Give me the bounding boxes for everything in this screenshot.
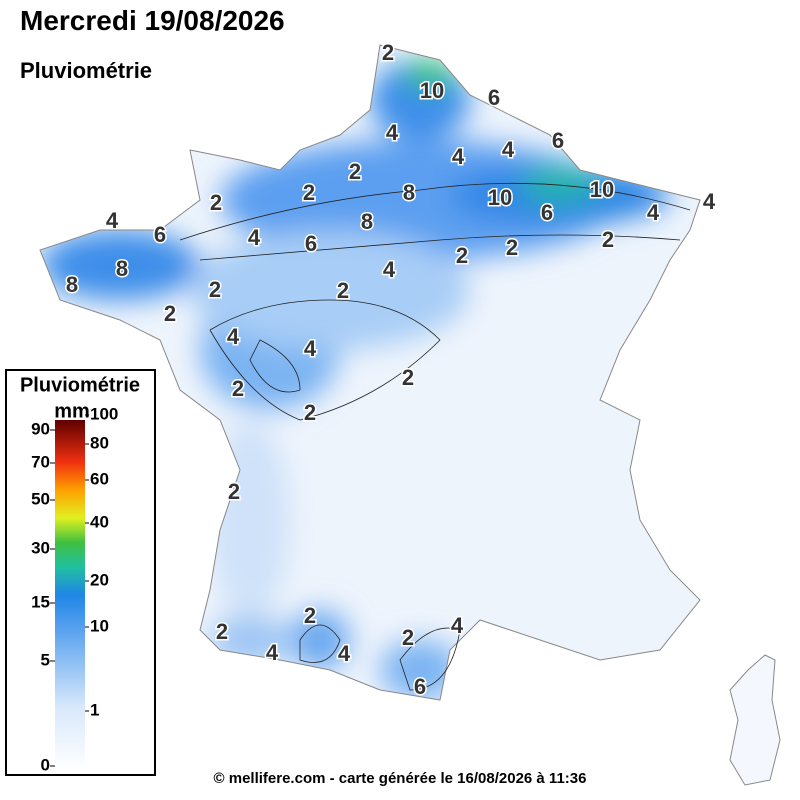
contour-label: 8 xyxy=(66,272,78,297)
contour-label: 2 xyxy=(349,159,361,184)
contour-label: 4 xyxy=(386,120,399,145)
footer: © mellifere.com - carte générée le 16/08… xyxy=(214,770,587,787)
contour-label: 4 xyxy=(451,613,464,638)
legend-tick-right: 40 xyxy=(90,512,109,531)
legend-tick-right: 100 xyxy=(90,404,118,423)
contour-label: 2 xyxy=(303,180,315,205)
contour-label: 6 xyxy=(414,674,426,699)
legend-tick-right: 60 xyxy=(90,469,109,488)
contour-label: 10 xyxy=(488,185,512,210)
legend-tick-right: 20 xyxy=(90,570,109,589)
contour-label: 10 xyxy=(590,177,614,202)
contour-label: 6 xyxy=(488,85,500,110)
contour-label: 2 xyxy=(210,190,222,215)
legend-tick-left: 50 xyxy=(31,489,50,508)
legend-tick-left: 15 xyxy=(31,592,50,611)
contour-label: 2 xyxy=(164,301,176,326)
contour-label: 2 xyxy=(456,243,468,268)
contour-label: 6 xyxy=(541,200,553,225)
contour-label: 6 xyxy=(305,231,317,256)
legend-title: Pluviométrie xyxy=(20,374,140,396)
contour-label: 2 xyxy=(232,376,244,401)
contour-label: 10 xyxy=(420,78,444,103)
contour-label: 2 xyxy=(304,400,316,425)
contour-label: 2 xyxy=(506,235,518,260)
legend-unit: mm xyxy=(54,400,90,422)
contour-label: 4 xyxy=(338,641,351,666)
contour-label: 4 xyxy=(227,324,240,349)
legend-tick-right: 80 xyxy=(90,433,109,452)
contour-label: 4 xyxy=(647,200,660,225)
contour-label: 2 xyxy=(209,277,221,302)
legend-tick-left: 30 xyxy=(31,538,50,557)
legend-tick-right: 1 xyxy=(90,700,99,719)
contour-label: 4 xyxy=(502,137,515,162)
corsica xyxy=(729,654,781,786)
contour-label: 6 xyxy=(154,222,166,247)
color-bar xyxy=(55,420,85,770)
contour-label: 2 xyxy=(216,619,228,644)
contour-label: 4 xyxy=(703,189,716,214)
contour-label: 4 xyxy=(106,208,119,233)
title: Mercredi 19/08/2026 xyxy=(20,5,285,36)
contour-label: 8 xyxy=(361,209,373,234)
legend-tick-left: 0 xyxy=(41,755,50,774)
contour-label: 8 xyxy=(403,180,415,205)
france-outline xyxy=(39,44,701,701)
contour-label: 2 xyxy=(382,40,394,65)
contour-label: 4 xyxy=(248,225,261,250)
contour-label: 2 xyxy=(337,278,349,303)
subtitle: Pluviométrie xyxy=(20,58,152,83)
contour-label: 4 xyxy=(266,640,279,665)
legend-tick-left: 90 xyxy=(31,419,50,438)
contour-label: 2 xyxy=(602,227,614,252)
contour-label: 2 xyxy=(402,625,414,650)
contour-label: 2 xyxy=(304,603,316,628)
contour-label: 2 xyxy=(402,365,414,390)
legend-tick-left: 5 xyxy=(41,650,50,669)
contour-label: 4 xyxy=(383,257,396,282)
contour-label: 4 xyxy=(304,336,317,361)
legend: Pluviométrie mm 907050301550100806040201… xyxy=(5,369,156,776)
contours xyxy=(179,182,691,691)
contour-label: 8 xyxy=(116,256,128,281)
contour-label: 2 xyxy=(228,479,240,504)
contour-label: 6 xyxy=(552,128,564,153)
legend-tick-right: 10 xyxy=(90,616,109,635)
legend-tick-left: 70 xyxy=(31,452,50,471)
contour-label: 4 xyxy=(452,144,465,169)
